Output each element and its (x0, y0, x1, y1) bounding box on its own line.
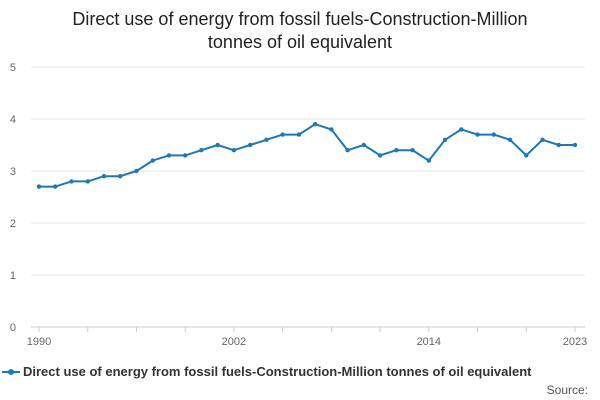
y-tick-label: 3 (10, 166, 16, 178)
data-point[interactable] (247, 142, 253, 148)
data-point[interactable] (53, 184, 58, 189)
data-point[interactable] (101, 174, 107, 179)
x-axis: 1990 2002 2014 2023 (27, 326, 587, 348)
x-tick-label: 2002 (222, 336, 246, 348)
data-point[interactable] (264, 137, 269, 142)
data-point[interactable] (377, 153, 383, 158)
x-tick-label: 1990 (27, 336, 51, 348)
data-point[interactable] (150, 158, 155, 163)
data-point[interactable] (410, 148, 415, 153)
chart-title-line-1: Direct use of energy from fossil fuels-C… (72, 9, 528, 29)
y-axis: 0 1 2 3 4 5 (10, 62, 16, 334)
data-point[interactable] (459, 127, 464, 132)
gridlines (31, 66, 585, 276)
data-point[interactable] (280, 132, 285, 137)
data-point[interactable] (69, 179, 74, 184)
data-point[interactable] (182, 153, 188, 158)
data-point[interactable] (556, 142, 561, 148)
series-line (39, 123, 575, 188)
data-point[interactable] (36, 184, 42, 189)
data-point[interactable] (361, 142, 367, 148)
data-point[interactable] (85, 179, 90, 184)
data-point[interactable] (507, 137, 513, 142)
y-tick-label: 1 (10, 270, 16, 282)
data-point[interactable] (540, 137, 545, 142)
data-point[interactable] (296, 132, 302, 137)
chart-title: Direct use of energy from fossil fuels-C… (0, 8, 600, 54)
data-point[interactable] (329, 127, 334, 132)
y-tick-label: 0 (10, 322, 16, 334)
data-point[interactable] (394, 148, 399, 153)
data-point[interactable] (426, 158, 432, 163)
legend[interactable]: Direct use of energy from fossil fuels-C… (2, 364, 598, 379)
data-point[interactable] (166, 153, 172, 158)
data-point[interactable] (231, 148, 237, 153)
legend-label: Direct use of energy from fossil fuels-C… (23, 364, 532, 379)
data-point[interactable] (199, 148, 204, 153)
data-point[interactable] (491, 132, 496, 137)
data-point[interactable] (215, 142, 220, 148)
data-point[interactable] (134, 168, 139, 174)
chart-title-line-2: tonnes of oil equivalent (207, 32, 393, 52)
y-tick-label: 5 (10, 62, 16, 74)
data-point[interactable] (572, 142, 578, 148)
data-point[interactable] (475, 132, 480, 137)
y-tick-label: 4 (10, 114, 16, 126)
data-point[interactable] (312, 122, 318, 127)
x-tick-label: 2014 (417, 336, 441, 348)
data-point[interactable] (524, 153, 529, 158)
data-point[interactable] (345, 148, 350, 153)
data-point[interactable] (118, 174, 123, 179)
data-point[interactable] (442, 137, 448, 142)
series-group (36, 122, 578, 189)
legend-marker-icon (2, 366, 20, 378)
source-label: Source: (546, 383, 588, 397)
y-tick-label: 2 (10, 218, 16, 230)
x-tick-label: 2023 (563, 336, 587, 348)
